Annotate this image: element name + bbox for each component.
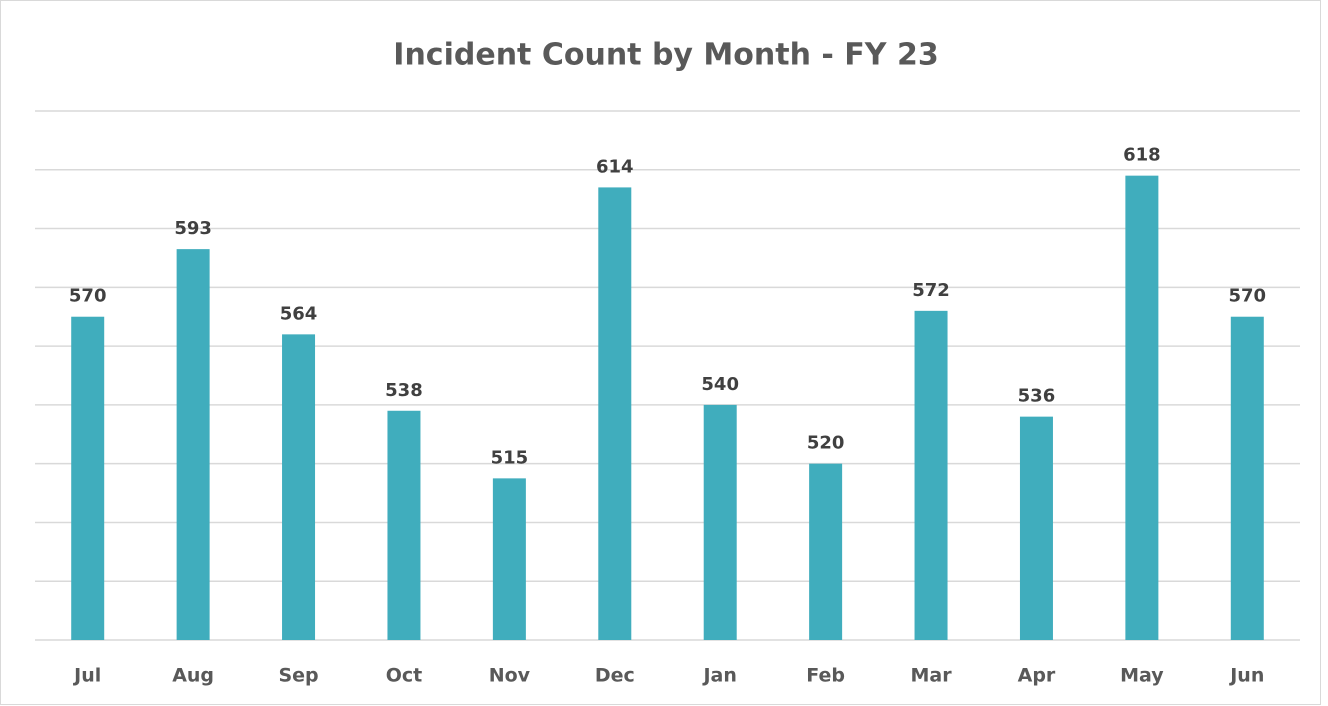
data-label: 593 [174,218,212,239]
x-tick-label: Sep [278,665,318,687]
bar [1019,416,1053,640]
data-label: 618 [1123,145,1161,166]
bar [1230,316,1264,640]
chart-title: Incident Count by Month - FY 23 [393,38,938,73]
x-tick-label: Jun [1228,665,1264,687]
bar [598,187,632,640]
bar [809,463,843,640]
bar [492,478,526,640]
data-label: 536 [1018,386,1056,407]
bar [71,316,105,640]
bar [703,404,737,640]
bar [176,249,210,640]
data-label: 570 [69,286,107,307]
x-tick-label: May [1120,665,1164,687]
data-label: 538 [385,380,423,401]
bar [282,334,316,640]
x-tick-label: Jul [72,665,101,687]
x-tick-label: Nov [489,665,531,687]
data-label: 564 [280,303,318,324]
x-tick-label: Mar [910,665,952,687]
data-label: 570 [1229,286,1267,307]
x-tick-label: Jan [701,665,736,687]
x-tick-label: Aug [172,665,214,687]
bar [1125,175,1159,640]
x-tick-label: Feb [806,665,845,687]
data-label: 540 [701,374,739,395]
data-label: 614 [596,156,634,177]
bar [914,310,948,640]
x-tick-label: Oct [386,665,423,687]
data-label: 515 [491,447,529,468]
x-tick-label: Dec [595,665,635,687]
data-label: 572 [912,280,950,301]
bar [387,410,421,640]
data-label: 520 [807,433,845,454]
x-tick-label: Apr [1018,665,1056,687]
